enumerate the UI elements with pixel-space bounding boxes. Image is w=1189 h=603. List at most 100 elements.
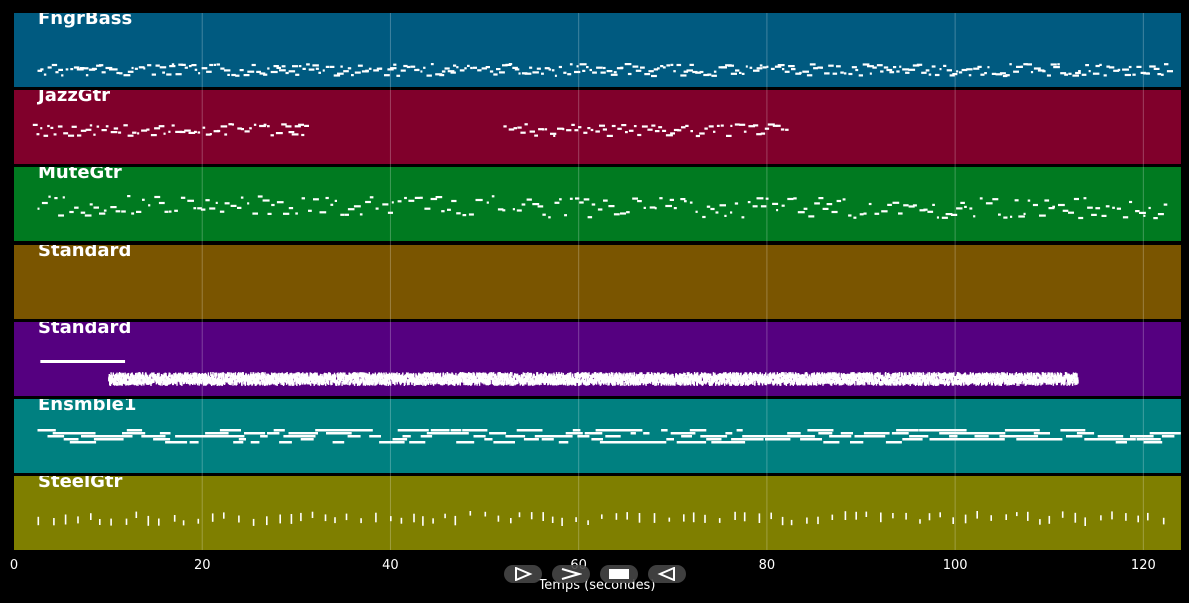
note (454, 381, 456, 386)
note (356, 377, 359, 382)
note (843, 72, 847, 75)
note (158, 376, 160, 381)
note (1140, 71, 1146, 74)
note (615, 375, 617, 380)
note (423, 377, 425, 382)
note (263, 123, 267, 127)
note (500, 375, 502, 380)
note (650, 373, 652, 378)
note (268, 377, 270, 382)
note (780, 381, 782, 386)
note (230, 372, 233, 377)
note (134, 67, 138, 70)
note (689, 63, 694, 66)
note (645, 381, 647, 386)
note (674, 377, 677, 382)
note (795, 72, 802, 75)
note (676, 380, 678, 385)
note (112, 377, 114, 382)
note (425, 381, 427, 386)
note (524, 374, 527, 379)
note (670, 63, 674, 66)
note (276, 201, 284, 204)
note (298, 123, 304, 127)
note (169, 65, 176, 68)
note (411, 380, 413, 385)
note (286, 371, 288, 376)
note (670, 132, 675, 135)
note (220, 67, 225, 70)
note (168, 380, 170, 385)
note (1088, 70, 1091, 73)
note (756, 197, 764, 200)
note (173, 376, 176, 381)
note (1005, 74, 1010, 77)
note (207, 376, 209, 381)
note (842, 198, 846, 201)
note (858, 375, 860, 380)
note (348, 374, 350, 379)
note (171, 124, 175, 127)
note (112, 372, 114, 377)
note (291, 377, 293, 382)
note (549, 374, 551, 379)
note (230, 380, 232, 385)
note (853, 376, 855, 381)
note (866, 376, 869, 381)
note (1037, 69, 1045, 72)
note (1128, 65, 1132, 69)
note (141, 381, 143, 386)
note (219, 210, 225, 214)
note (637, 200, 642, 203)
note (279, 69, 286, 72)
note (311, 379, 313, 384)
note (851, 379, 854, 384)
note (203, 373, 206, 378)
note (339, 371, 342, 376)
note (424, 375, 427, 380)
note (706, 205, 711, 209)
note (632, 378, 634, 383)
note (521, 203, 526, 206)
note (566, 381, 569, 386)
note (307, 374, 309, 379)
note (247, 70, 255, 73)
note (874, 213, 880, 216)
note (868, 380, 870, 385)
note (752, 372, 755, 377)
note (417, 376, 420, 381)
note (1117, 68, 1121, 71)
note (333, 374, 335, 379)
note (117, 381, 119, 386)
note (627, 375, 630, 380)
note (170, 374, 172, 379)
note (941, 217, 948, 220)
note (747, 376, 749, 381)
note (893, 377, 895, 382)
note (209, 376, 212, 381)
note (329, 372, 331, 377)
note (730, 373, 732, 378)
note (301, 373, 303, 378)
note (620, 212, 626, 215)
note (1129, 201, 1133, 204)
note (414, 68, 420, 72)
note (188, 131, 196, 135)
note (727, 377, 730, 382)
note (753, 373, 756, 378)
note (73, 66, 80, 69)
note (205, 133, 211, 136)
note (607, 381, 609, 386)
note (713, 70, 717, 73)
note (350, 373, 352, 378)
note (813, 377, 815, 382)
note (756, 133, 762, 136)
note (737, 372, 739, 377)
note (889, 71, 895, 74)
note (532, 203, 540, 206)
note (1053, 66, 1060, 69)
note (488, 377, 490, 382)
note (262, 381, 264, 386)
note (902, 68, 909, 71)
note (560, 373, 562, 378)
